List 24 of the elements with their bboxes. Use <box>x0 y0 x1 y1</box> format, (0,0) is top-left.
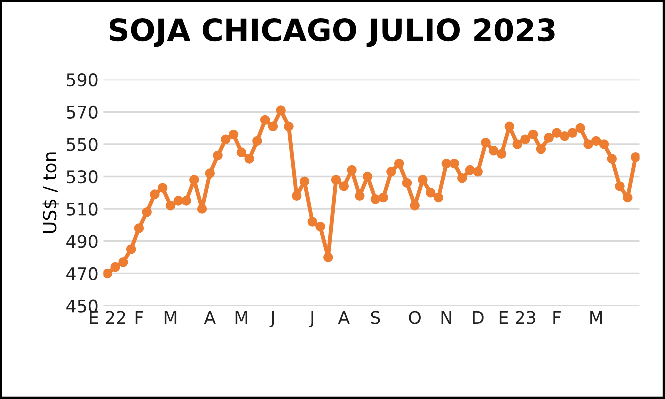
x-tick-label: A <box>204 311 216 324</box>
x-tick-label: O <box>409 311 421 324</box>
x-tick-label: J <box>309 311 314 328</box>
x-tick-label: M <box>164 311 177 324</box>
y-tick-label: 490 <box>66 235 98 248</box>
x-tick-label: S <box>371 311 380 324</box>
y-tick-label: 550 <box>67 138 98 152</box>
x-tick-label: E 23 <box>500 311 536 324</box>
y-tick-label: 450 <box>66 300 98 313</box>
x-tick-label: D <box>473 311 484 324</box>
y-tick-label: 570 <box>67 106 98 119</box>
x-tick-label: M <box>590 311 602 324</box>
x-tick-label: A <box>338 311 350 324</box>
chart-title: SOJA CHICAGO JULIO 2023 <box>110 18 555 48</box>
x-tick-label: F <box>554 311 561 324</box>
y-tick-label: 470 <box>66 267 98 281</box>
x-tick-label: M <box>236 311 248 324</box>
x-tick-label: J <box>270 311 274 328</box>
y-axis-title: US$ / ton <box>42 152 60 233</box>
y-tick-label: 510 <box>67 202 98 216</box>
y-tick-label: 530 <box>67 170 98 184</box>
x-tick-label: N <box>442 311 452 324</box>
x-tick-label: F <box>136 311 144 324</box>
y-tick-label: 590 <box>67 74 98 87</box>
